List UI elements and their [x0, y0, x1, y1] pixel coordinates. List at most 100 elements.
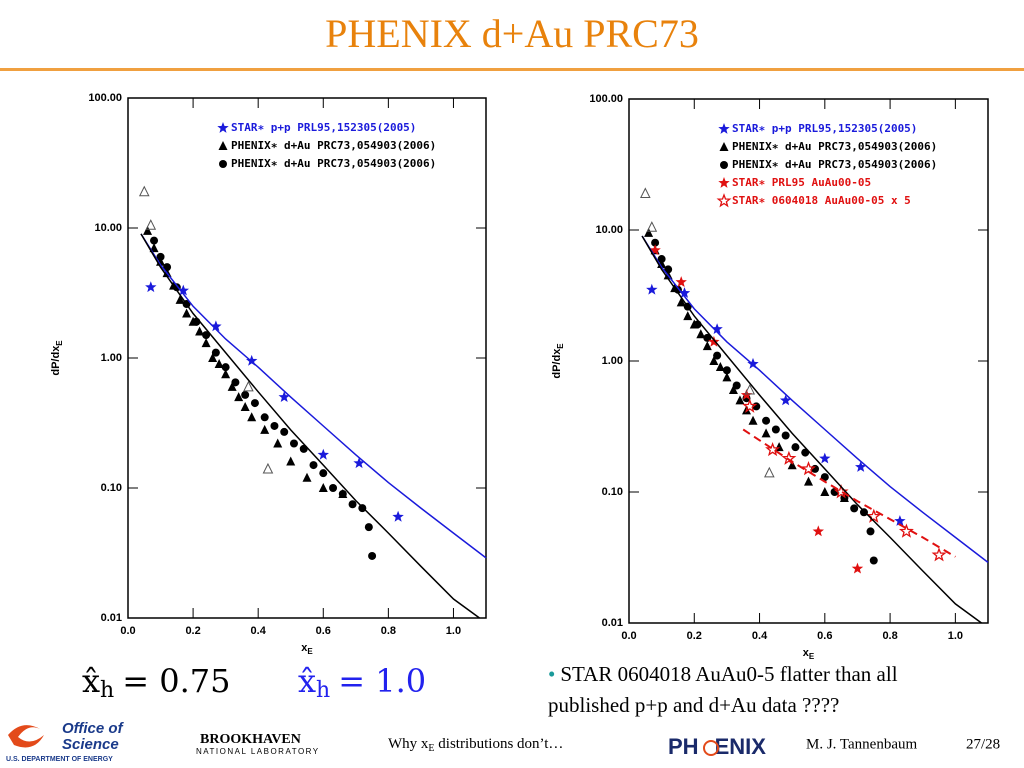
circle-marker: [221, 363, 230, 372]
triangle-marker: [218, 141, 228, 150]
triangle-marker: [201, 338, 211, 348]
circle-marker: [703, 333, 712, 342]
triangle-marker: [221, 369, 231, 379]
open-star-marker: [866, 508, 882, 523]
triangle-marker: [787, 460, 797, 470]
triangle-marker: [702, 341, 712, 351]
triangle-marker: [820, 487, 830, 496]
triangle-marker: [302, 472, 312, 482]
triangle-marker: [247, 412, 257, 422]
footer-text: distributions don’t…: [435, 736, 564, 752]
circle-marker: [241, 390, 250, 399]
triangle-marker: [715, 361, 725, 371]
slide-title: PHENIX d+Au PRC73: [325, 11, 699, 56]
circle-marker: [368, 551, 377, 560]
circle-marker: [869, 556, 878, 565]
circle-marker: [713, 351, 722, 360]
circle-marker: [364, 523, 373, 532]
triangle-marker: [709, 356, 719, 365]
footer-sub: E: [428, 743, 434, 754]
chart: 0.01 0.10 1.00 10.00 100.00 0.0 0.2 0.4 0.6 0.8 1.…: [551, 93, 989, 661]
logo-text: PH: [668, 734, 699, 759]
open-star-marker: [765, 441, 781, 457]
footer-text: Why x: [388, 736, 429, 752]
x-tick-label: 0.4: [752, 630, 768, 642]
circle-marker: [329, 484, 338, 492]
y-tick-label: 1.00: [101, 352, 122, 364]
legend-label: STAR∗ p+p PRL95,152305(2005): [231, 121, 416, 134]
circle-marker: [859, 508, 868, 517]
triangle-marker: [719, 142, 729, 151]
star-marker: [812, 525, 824, 537]
axis-label-sub: E: [307, 647, 313, 656]
legend-label: PHENIX∗ d+Au PRC73,054903(2006): [732, 158, 937, 171]
star-marker: [145, 281, 157, 293]
circle-marker: [163, 263, 172, 272]
formula: x̂h = 0.75: [82, 662, 230, 704]
open-triangle-marker: [138, 185, 150, 197]
x-tick-label: 0.2: [687, 630, 702, 642]
triangle-marker: [728, 385, 738, 395]
star-marker: [646, 283, 658, 295]
star-marker: [278, 391, 290, 402]
circle-marker: [211, 348, 220, 357]
y-tick-label: 10.00: [94, 222, 122, 234]
triangle-marker: [208, 353, 218, 362]
axis-label-sub: E: [556, 343, 565, 349]
legend-label: STAR∗ p+p PRL95,152305(2005): [732, 122, 917, 135]
triangle-marker: [735, 395, 745, 405]
triangle-marker: [260, 424, 270, 434]
y-tick-label: 1.00: [602, 355, 623, 367]
y-tick-label: 0.10: [602, 486, 623, 498]
triangle-marker: [195, 326, 205, 336]
circle-marker: [850, 504, 859, 513]
triangle-marker: [286, 456, 296, 466]
formula-var: x̂: [298, 662, 316, 700]
axis-label-sub: E: [55, 340, 64, 346]
x-tick-label: 1.0: [948, 630, 963, 642]
x-tick-label: 0.8: [882, 630, 897, 642]
y-tick-label: 0.01: [101, 612, 122, 624]
open-triangle-marker: [640, 187, 651, 198]
triangle-marker: [761, 428, 771, 438]
triangle-marker: [748, 415, 758, 425]
y-tick-label: 10.00: [595, 224, 623, 236]
star-marker: [177, 284, 189, 296]
star-marker: [210, 320, 222, 332]
open-star-marker: [781, 450, 797, 465]
logo-text: Office of: [62, 720, 125, 737]
chart: 0.01 0.10 1.00 10.00 100.00 0.0 0.2 0.4 0.6 0.8 1.…: [50, 92, 487, 656]
circle-marker: [820, 473, 829, 482]
logo-text: NATIONAL LABORATORY: [196, 747, 320, 756]
circle-marker: [270, 421, 279, 430]
logo-text: U.S. DEPARTMENT OF ENERGY: [6, 756, 113, 763]
circle-marker: [664, 265, 673, 274]
star-marker: [649, 244, 661, 256]
star-marker: [217, 122, 229, 133]
axis-label-text: x: [803, 647, 810, 659]
open-triangle-marker: [243, 380, 254, 392]
phenix-logo: PH ENIX: [668, 734, 766, 759]
circle-marker: [791, 443, 800, 452]
x-tick-label: 0.8: [381, 625, 396, 637]
star-marker: [747, 357, 759, 369]
fit-line: [641, 235, 982, 624]
x-axis-label: xE: [803, 647, 815, 661]
open-triangle-marker: [764, 466, 775, 478]
star-marker: [718, 177, 730, 188]
y-axis-label: dP/dxE: [551, 343, 565, 379]
open-star-marker: [801, 461, 816, 476]
triangle-marker: [273, 438, 283, 448]
circle-marker: [781, 431, 790, 440]
footer-page: 27/28: [966, 736, 1000, 752]
formula-sub: h: [100, 678, 114, 703]
logo-text: BROOKHAVEN: [200, 732, 301, 747]
circle-marker: [338, 489, 347, 498]
star-marker: [851, 562, 864, 574]
triangle-marker: [676, 297, 686, 307]
triangle-marker: [318, 483, 328, 492]
x-tick-label: 0.2: [185, 625, 200, 637]
open-star-marker: [898, 523, 914, 538]
formula-var: x̂: [82, 662, 100, 700]
bullet: • STAR 0604018 AuAu0-5 flatter than all: [548, 662, 898, 686]
